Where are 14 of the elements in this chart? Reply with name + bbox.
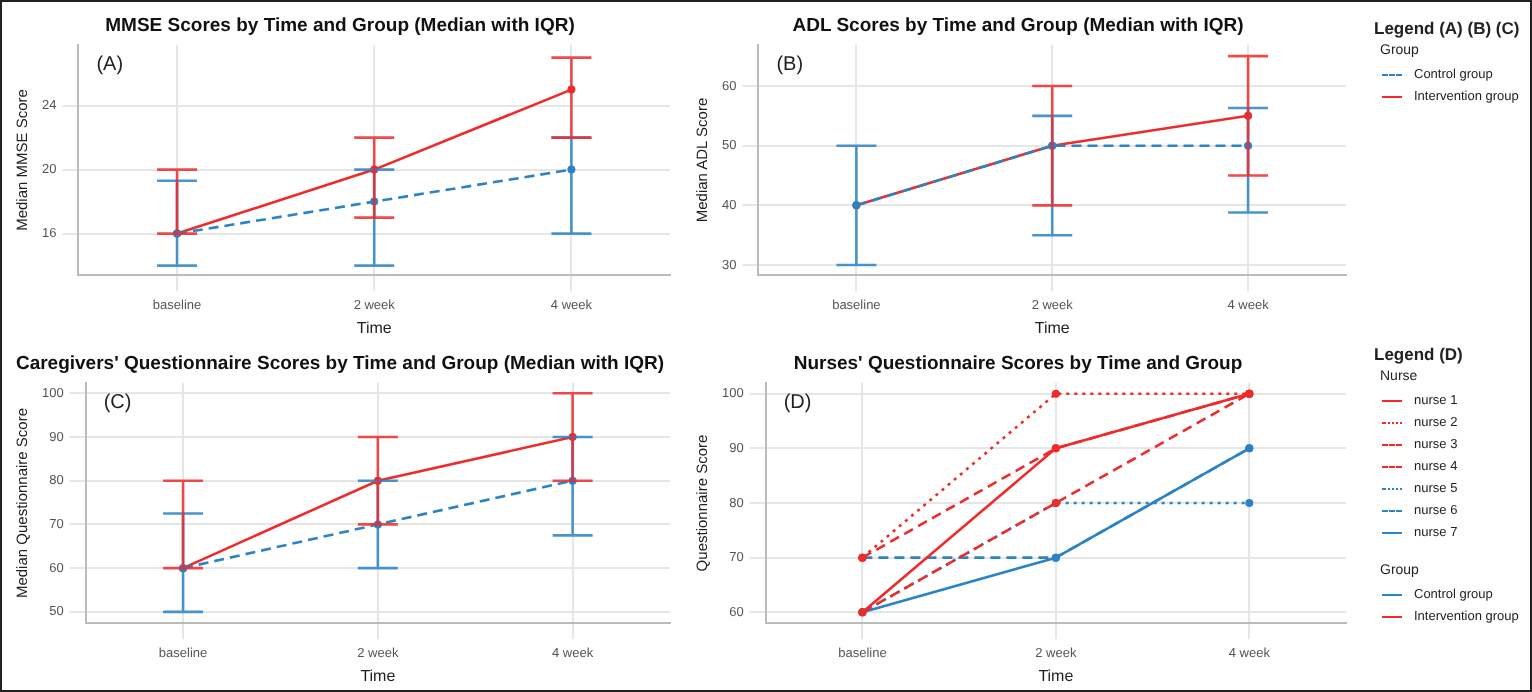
annotation: (A): [96, 54, 124, 77]
chart-title: Caregivers' Questionnaire Scores by Time and Group (Median with IQR): [15, 352, 665, 375]
annotation: (B): [776, 54, 804, 77]
x-axis-title: Time: [360, 666, 397, 685]
x-axis-title: Time: [1034, 318, 1071, 337]
x-axis-title: Time: [356, 318, 393, 337]
text: Legend (A) (B) (C): [1374, 18, 1522, 38]
text: Legend (D): [1374, 344, 1465, 364]
chart-title: ADL Scores by Time and Group (Median with IQR): [792, 14, 1244, 37]
chart-title: MMSE Scores by Time and Group (Median with IQR): [105, 14, 575, 37]
x-axis-title: Time: [1038, 666, 1075, 685]
chart-title: Nurses' Questionnaire Scores by Time and Group: [793, 352, 1243, 375]
annotation: (D): [783, 392, 812, 415]
annotation: (C): [103, 392, 132, 415]
